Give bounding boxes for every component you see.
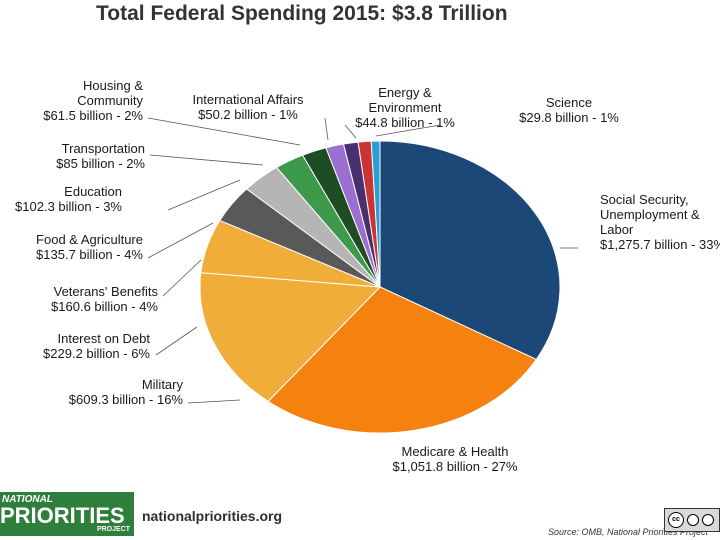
npp-logo[interactable]: NATIONAL PRIORITIES PROJECT [0, 492, 134, 536]
source-note: Source: OMB, National Priorities Project [548, 527, 709, 537]
label-military: Military $609.3 billion - 16% [69, 377, 184, 407]
leader-line-3 [155, 326, 198, 356]
leader-line-7 [149, 154, 264, 166]
pie-slices [199, 140, 561, 434]
by-icon [687, 514, 699, 526]
cc-license-badge[interactable]: cc [664, 508, 720, 532]
label-food-agriculture: Food & Agriculture $135.7 billion - 4% [36, 232, 143, 262]
label-science: Science $29.8 billion - 1% [519, 95, 619, 125]
pie-slice-science [370, 140, 381, 288]
leader-line-9 [324, 117, 329, 141]
logo-text-national: NATIONAL [2, 494, 53, 505]
label-social-security-unemployment-labor: Social Security, Unemployment & Labor $1,27… [600, 192, 720, 252]
cc-icon: cc [668, 512, 684, 528]
leader-lines [147, 117, 578, 404]
pie-slice-medicare-health [267, 286, 538, 434]
label-veterans-benefits: Veterans' Benefits $160.6 billion - 4% [51, 284, 158, 314]
label-medicare-health: Medicare & Health $1,051.8 billion - 27% [392, 444, 517, 474]
nc-icon [702, 514, 714, 526]
leader-line-8 [147, 117, 301, 146]
leader-line-4 [162, 259, 202, 297]
leader-line-11 [375, 124, 441, 137]
site-link[interactable]: nationalpriorities.org [142, 508, 283, 524]
leader-line-2 [187, 399, 241, 404]
pie-slice-social-security-unemployment-labor [379, 140, 561, 361]
logo-text-project: PROJECT [96, 526, 130, 533]
label-energy-environment: Energy & Environment $44.8 billion - 1% [355, 85, 455, 130]
label-education: Education $102.3 billion - 3% [15, 184, 122, 214]
label-transportation: Transportation $85 billion - 2% [56, 141, 145, 171]
leader-line-10 [344, 124, 357, 139]
slice-labels: Social Security, Unemployment & Labor $1,27… [15, 78, 720, 474]
label-international-affairs: International Affairs $50.2 billion - 1% [192, 92, 304, 122]
chart-title: Total Federal Spending 2015: $3.8 Trilli… [96, 2, 508, 25]
pie-slice-military [199, 272, 382, 403]
logo-text-priorities: PRIORITIES [0, 503, 125, 528]
leader-line-6 [167, 179, 241, 211]
label-interest-on-debt: Interest on Debt $229.2 billion - 6% [43, 331, 150, 361]
leader-line-5 [147, 222, 214, 259]
label-housing-community: Housing & Community $61.5 billion - 2% [43, 78, 143, 123]
